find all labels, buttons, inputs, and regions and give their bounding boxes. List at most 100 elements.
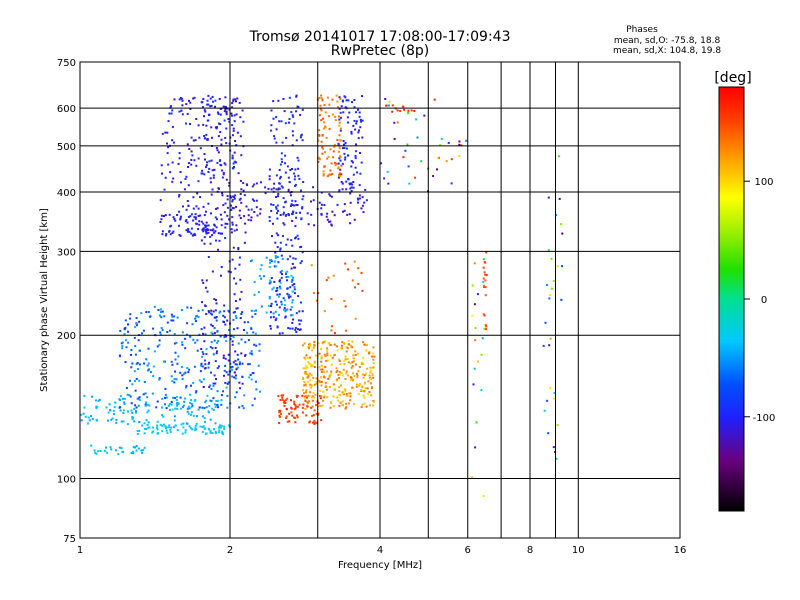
data-point: [178, 152, 181, 154]
data-point: [308, 400, 311, 403]
data-point: [217, 111, 219, 114]
data-point: [282, 197, 285, 200]
data-point: [284, 162, 287, 165]
data-point: [298, 403, 301, 406]
data-point: [210, 212, 212, 215]
data-point: [250, 327, 253, 330]
data-point: [204, 286, 207, 289]
data-point: [290, 239, 293, 242]
data-point: [195, 320, 197, 323]
data-point: [269, 279, 271, 282]
data-point: [124, 319, 127, 322]
data-point: [195, 422, 198, 425]
data-point: [287, 176, 290, 179]
data-point: [326, 354, 329, 357]
data-point: [201, 406, 204, 409]
data-point: [133, 380, 136, 382]
data-point: [312, 199, 315, 202]
data-point: [343, 342, 346, 345]
data-point: [200, 328, 203, 331]
data-point: [291, 204, 294, 207]
data-point: [233, 371, 236, 374]
data-point: [286, 165, 289, 168]
data-point: [230, 196, 233, 199]
data-point: [187, 162, 190, 165]
data-point: [213, 224, 216, 227]
data-point: [273, 137, 276, 140]
data-point: [181, 374, 184, 377]
data-point: [164, 387, 167, 390]
data-point: [233, 166, 235, 168]
data-point: [302, 367, 305, 370]
data-point: [330, 363, 333, 366]
data-point: [128, 394, 131, 397]
data-point: [354, 128, 357, 131]
data-point: [291, 144, 294, 147]
data-point: [337, 176, 340, 179]
data-point: [351, 101, 353, 104]
data-point: [190, 405, 193, 408]
data-point: [345, 402, 348, 405]
data-point: [209, 431, 212, 434]
data-point: [357, 282, 360, 285]
data-point: [301, 198, 304, 201]
data-point: [184, 220, 187, 223]
data-point: [324, 126, 327, 129]
data-point: [216, 390, 219, 393]
data-point: [293, 204, 296, 207]
data-point: [363, 201, 366, 204]
data-point: [219, 107, 222, 110]
data-point: [162, 423, 165, 426]
data-point: [202, 106, 204, 109]
data-point: [316, 299, 319, 302]
data-point: [359, 126, 362, 129]
data-point: [135, 324, 138, 327]
data-point: [167, 163, 170, 166]
data-point: [300, 260, 303, 263]
data-point: [191, 323, 194, 326]
data-point: [105, 446, 107, 449]
data-point: [216, 341, 219, 344]
data-point: [133, 370, 136, 373]
data-point: [319, 397, 322, 400]
data-point: [161, 233, 164, 236]
data-point: [200, 364, 202, 367]
data-point: [281, 398, 284, 401]
data-point: [238, 198, 241, 201]
data-point: [369, 369, 372, 372]
data-point: [130, 353, 132, 356]
data-point: [302, 195, 305, 198]
data-point: [294, 200, 297, 203]
data-point: [465, 139, 468, 142]
data-point: [402, 105, 405, 108]
data-point: [279, 399, 282, 401]
data-point: [165, 407, 168, 410]
data-point: [336, 203, 339, 206]
data-point: [193, 159, 196, 162]
data-point: [323, 375, 325, 378]
data-point: [330, 223, 333, 226]
data-point: [359, 382, 361, 385]
data-point: [122, 420, 125, 423]
data-point: [354, 353, 357, 356]
data-point: [167, 404, 170, 407]
data-point: [326, 157, 329, 160]
data-point: [178, 195, 180, 198]
data-point: [324, 340, 326, 343]
x-tick-labels: 1 2 4 6 8 10 16: [77, 545, 687, 556]
data-point: [224, 163, 227, 166]
data-point: [301, 139, 304, 142]
data-point: [291, 168, 293, 170]
data-point: [232, 100, 235, 103]
data-point: [240, 290, 243, 293]
data-point: [320, 370, 323, 373]
data-point: [227, 118, 230, 120]
data-point: [250, 378, 253, 381]
data-point: [549, 337, 552, 340]
data-point: [338, 147, 341, 150]
data-point: [214, 309, 217, 312]
data-point: [353, 119, 356, 122]
data-point: [234, 98, 237, 101]
data-point: [211, 270, 214, 273]
data-point: [341, 347, 344, 350]
